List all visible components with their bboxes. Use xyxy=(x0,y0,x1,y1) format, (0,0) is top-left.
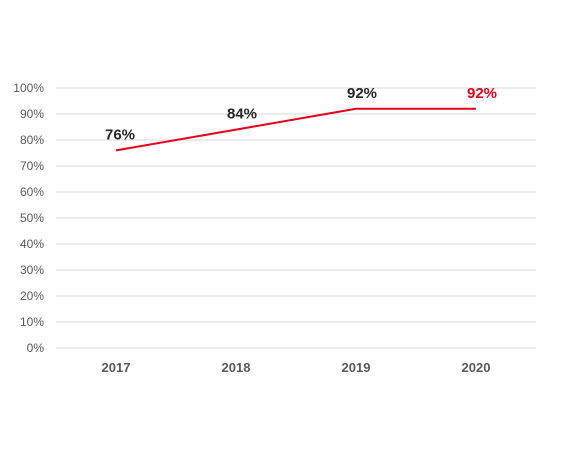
y-tick-label: 90% xyxy=(20,107,44,121)
y-tick-label: 70% xyxy=(20,159,44,173)
y-tick-label: 50% xyxy=(20,211,44,225)
data-label: 76% xyxy=(105,126,135,143)
data-label: 92% xyxy=(347,85,377,102)
data-labels: 76% 84% 92% 92% xyxy=(105,85,497,144)
series-line xyxy=(115,107,476,152)
y-tick-label: 40% xyxy=(20,237,44,251)
data-label: 84% xyxy=(227,106,257,123)
y-tick-label: 60% xyxy=(20,185,44,199)
x-axis-category-labels: 2017 2018 2019 2020 xyxy=(102,360,491,375)
y-tick-label: 30% xyxy=(20,263,44,277)
data-label: 92% xyxy=(467,85,497,102)
y-tick-label: 20% xyxy=(20,289,44,303)
y-axis-tick-labels: 0% 10% 20% 30% 40% 50% 60% 70% 80% 90% 100% xyxy=(13,81,44,355)
y-tick-label: 0% xyxy=(27,341,45,355)
gridlines xyxy=(56,87,536,349)
x-category-label: 2017 xyxy=(102,360,131,375)
x-category-label: 2020 xyxy=(462,360,491,375)
y-tick-label: 80% xyxy=(20,133,44,147)
y-tick-label: 100% xyxy=(13,81,44,95)
x-category-label: 2019 xyxy=(342,360,371,375)
x-category-label: 2018 xyxy=(222,360,251,375)
y-tick-label: 10% xyxy=(20,315,44,329)
